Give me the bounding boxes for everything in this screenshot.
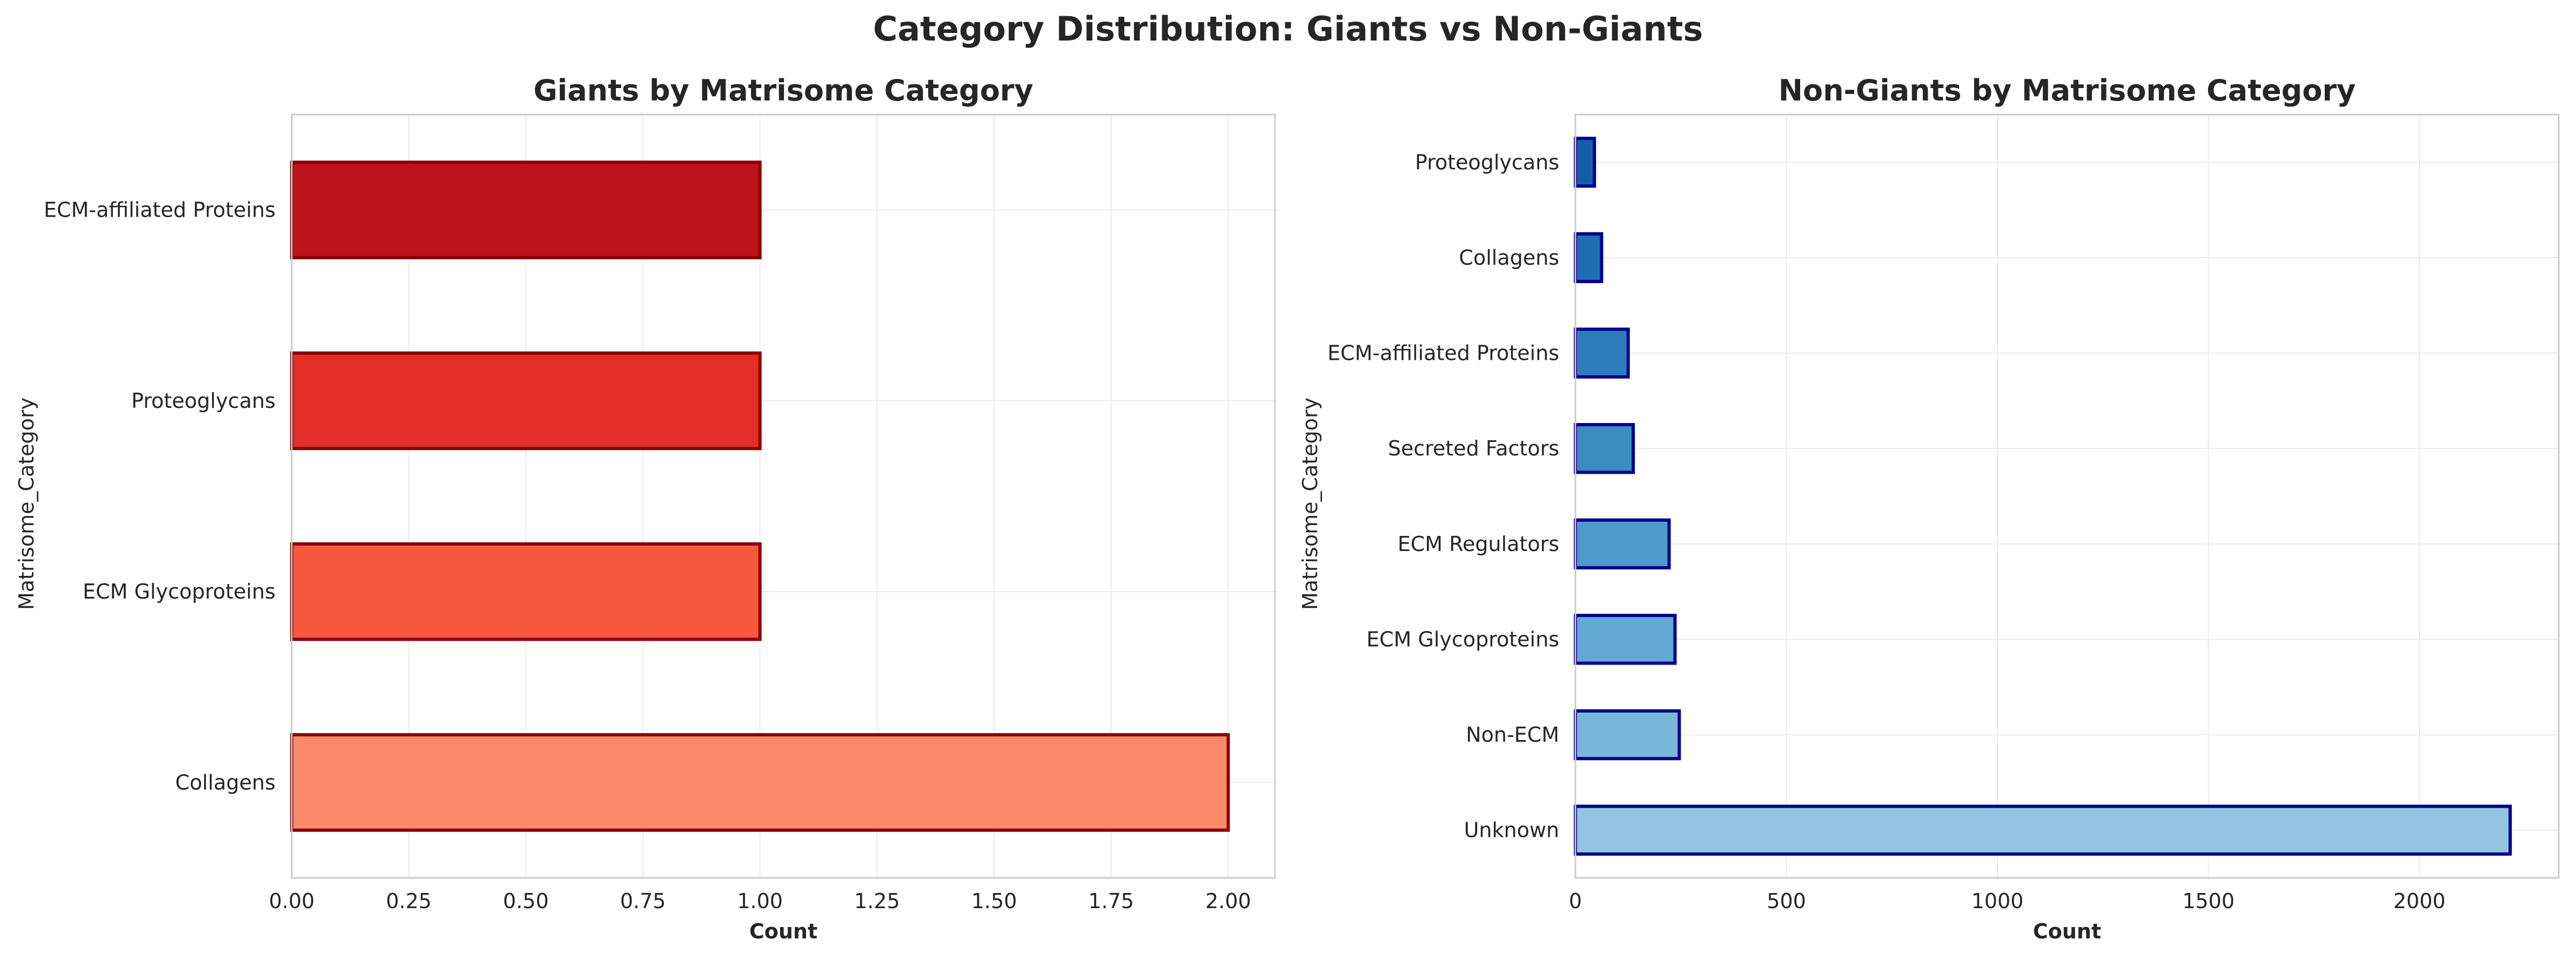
x-tick-label: 2000 bbox=[2393, 889, 2446, 913]
figure-title: Category Distribution: Giants vs Non-Gia… bbox=[873, 9, 1703, 49]
x-axis-label: Count bbox=[749, 919, 817, 943]
non-giants-chart: Unknown Non-ECM ECM Glycoproteins ECM Regul… bbox=[1298, 73, 2560, 943]
y-tick-label: Unknown bbox=[1464, 818, 1559, 842]
y-tick-label: Proteoglycans bbox=[1415, 150, 1559, 174]
bar-secreted-factors bbox=[1574, 423, 1635, 474]
plot-frame bbox=[291, 113, 1276, 879]
x-tick-label: 500 bbox=[1767, 889, 1806, 913]
y-tick-label: Collagens bbox=[1459, 246, 1559, 270]
bar-proteoglycans bbox=[1574, 137, 1596, 188]
bar-unknown bbox=[1574, 804, 2512, 856]
x-tick-label: 1000 bbox=[1971, 889, 2024, 913]
x-tick-label: 2.00 bbox=[1205, 889, 1251, 913]
y-axis-label: Matrisome_Category bbox=[1298, 398, 1322, 610]
bar-collagens bbox=[290, 733, 1230, 832]
x-axis-label: Count bbox=[2033, 919, 2101, 943]
x-tick-label: 1.25 bbox=[854, 889, 900, 913]
bar-collagens bbox=[1574, 232, 1604, 284]
x-tick-label: 1.75 bbox=[1088, 889, 1134, 913]
x-tick-label: 0.75 bbox=[620, 889, 666, 913]
bar-ecm-glycoproteins bbox=[1574, 614, 1677, 665]
x-tick-label: 1.00 bbox=[737, 889, 783, 913]
x-tick-label: 1.50 bbox=[971, 889, 1017, 913]
y-tick-label: Proteoglycans bbox=[131, 389, 276, 413]
x-tick-label: 1500 bbox=[2182, 889, 2235, 913]
bar-ecm-affiliated-proteins bbox=[1574, 327, 1630, 379]
y-tick-label: Collagens bbox=[175, 770, 276, 794]
y-tick-label: ECM-affiliated Proteins bbox=[1327, 341, 1559, 365]
x-tick-label: 0.50 bbox=[503, 889, 549, 913]
x-tick-label: 0 bbox=[1569, 889, 1582, 913]
y-axis-label: Matrisome_Category bbox=[15, 398, 38, 610]
panel-title: Giants by Matrisome Category bbox=[533, 73, 1033, 108]
bar-ecm-glycoproteins bbox=[290, 542, 762, 641]
plot-frame bbox=[1574, 113, 2560, 879]
bar-proteoglycans bbox=[290, 351, 762, 451]
y-tick-label: Non-ECM bbox=[1466, 723, 1559, 747]
y-tick-label: ECM Glycoproteins bbox=[1366, 627, 1559, 651]
y-tick-label: ECM Glycoproteins bbox=[83, 580, 276, 603]
x-tick-label: 0.00 bbox=[269, 889, 315, 913]
y-tick-label: Secreted Factors bbox=[1388, 437, 1559, 460]
bar-ecm-affiliated-proteins bbox=[290, 160, 762, 259]
giants-chart: Collagens ECM Glycoproteins Proteoglycans E… bbox=[15, 73, 1276, 943]
panel-title: Non-Giants by Matrisome Category bbox=[1779, 73, 2356, 108]
bar-non-ecm bbox=[1574, 709, 1681, 761]
y-tick-label: ECM Regulators bbox=[1398, 532, 1559, 556]
x-tick-label: 0.25 bbox=[386, 889, 432, 913]
bar-ecm-regulators bbox=[1574, 518, 1671, 569]
y-tick-label: ECM-affiliated Proteins bbox=[44, 198, 276, 222]
